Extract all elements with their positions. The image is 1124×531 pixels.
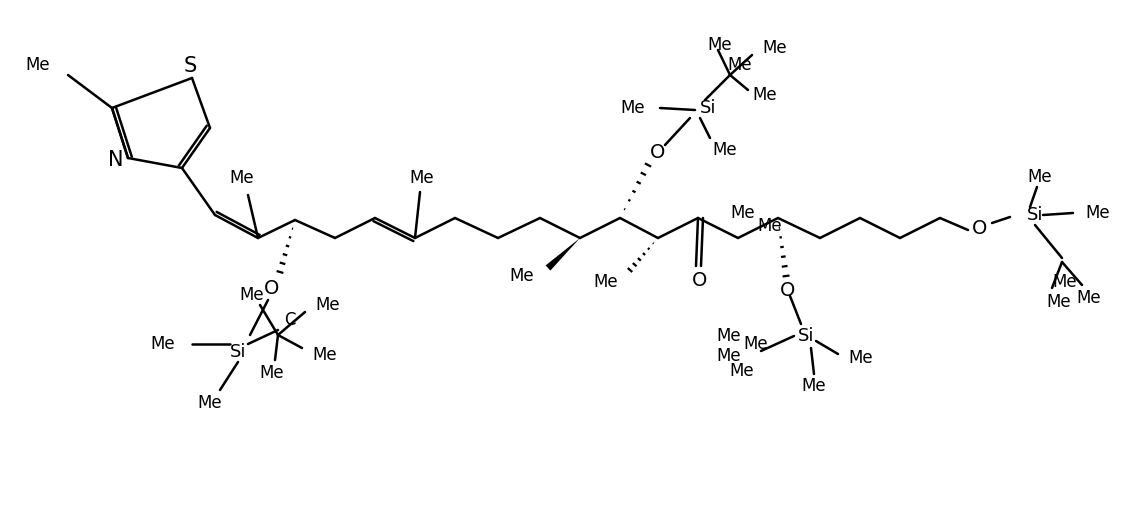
Text: Me: Me: [312, 346, 336, 364]
Text: Me: Me: [716, 327, 741, 345]
Text: Me: Me: [711, 141, 736, 159]
Text: Me: Me: [409, 169, 434, 187]
Text: Me: Me: [731, 204, 755, 222]
Text: O: O: [651, 142, 665, 161]
Text: Me: Me: [762, 39, 787, 57]
Text: Me: Me: [260, 364, 284, 382]
Text: Me: Me: [198, 394, 223, 412]
Text: O: O: [780, 280, 796, 299]
Text: Me: Me: [847, 349, 872, 367]
Text: Me: Me: [1077, 289, 1102, 307]
Text: Me: Me: [727, 56, 752, 74]
Text: O: O: [692, 270, 708, 289]
Text: Me: Me: [801, 377, 826, 395]
Text: Me: Me: [758, 217, 782, 235]
Text: O: O: [264, 278, 280, 297]
Text: S: S: [183, 56, 197, 76]
Text: O: O: [972, 218, 988, 237]
Text: Me: Me: [315, 296, 339, 314]
Text: Me: Me: [229, 169, 254, 187]
Text: C: C: [284, 311, 296, 329]
Polygon shape: [545, 238, 580, 271]
Text: Me: Me: [752, 86, 777, 104]
Text: Me: Me: [620, 99, 645, 117]
Text: Me: Me: [1027, 168, 1052, 186]
Text: Si: Si: [229, 343, 246, 361]
Text: Me: Me: [593, 273, 618, 291]
Text: Me: Me: [1085, 204, 1109, 222]
Text: Si: Si: [798, 327, 814, 345]
Text: Me: Me: [1053, 273, 1077, 291]
Text: N: N: [108, 150, 124, 170]
Text: Me: Me: [708, 36, 733, 54]
Text: Me: Me: [239, 286, 264, 304]
Text: Me: Me: [716, 347, 741, 365]
Text: Me: Me: [1046, 293, 1071, 311]
Text: Me: Me: [26, 56, 49, 74]
Text: Si: Si: [1027, 206, 1043, 224]
Text: Me: Me: [743, 335, 768, 353]
Text: Si: Si: [700, 99, 716, 117]
Text: Me: Me: [509, 267, 534, 285]
Text: Me: Me: [729, 362, 754, 380]
Text: Me: Me: [151, 335, 175, 353]
